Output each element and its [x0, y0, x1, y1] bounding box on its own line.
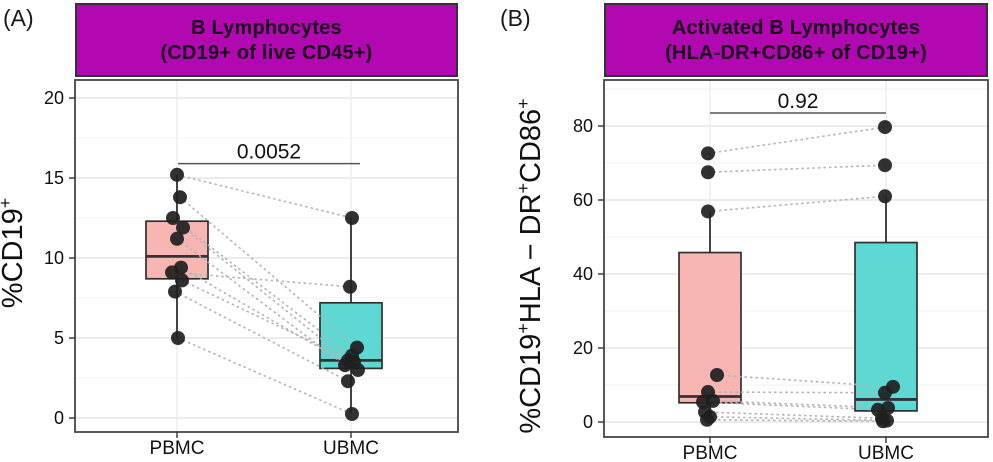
data-point-ubmc [343, 279, 357, 294]
y-axis-title: %CD19+HLA − DR+CD86+ [513, 98, 547, 433]
panel-a-title-line2: (CD19+ of live CD45+) [160, 42, 373, 64]
pair-line [706, 418, 884, 423]
data-point-ubmc [878, 120, 892, 135]
panel-a-title-line1: B Lymphocytes [191, 17, 342, 39]
data-point-ubmc [878, 158, 892, 173]
data-point-pbmc [701, 165, 715, 180]
panel-letter-a: (A) [3, 5, 34, 31]
data-point-pbmc [701, 146, 715, 161]
data-point-pbmc [173, 190, 187, 205]
data-point-pbmc [170, 167, 184, 182]
panel-b-title-line2: (HLA-DR+CD86+ of CD19+) [665, 42, 927, 64]
pair-line [704, 411, 883, 420]
pair-line [712, 400, 889, 409]
x-tick-label: UBMC [323, 438, 379, 459]
pair-line [182, 226, 349, 362]
box-ubmc [854, 241, 918, 412]
p-value-label: 0.0052 [237, 141, 301, 164]
panel-border [74, 79, 459, 433]
data-point-pbmc [710, 368, 724, 383]
data-point-pbmc [175, 273, 189, 288]
data-point-pbmc [170, 231, 184, 246]
x-tick-label: PBMC [150, 438, 205, 459]
y-tick-label: 80 [573, 116, 593, 136]
pair-line [702, 401, 879, 411]
pair-line [179, 196, 358, 349]
y-tick-label: 10 [44, 248, 64, 268]
x-tick-label: PBMC [683, 443, 738, 462]
pair-line [172, 217, 353, 357]
box-pbmc [678, 251, 742, 404]
pair-line [716, 374, 894, 388]
panel-letter-b: (B) [500, 5, 531, 31]
pair-line [176, 174, 353, 219]
panel-a-title-banner: B Lymphocytes (CD19+ of live CD45+) [75, 3, 458, 77]
pair-line [176, 238, 346, 366]
y-tick-label: 60 [573, 190, 593, 210]
data-point-ubmc [345, 407, 359, 421]
data-point-ubmc [878, 189, 892, 204]
data-point-pbmc [165, 265, 179, 280]
data-point-pbmc [700, 412, 714, 427]
y-axis-title: %CD19+ [0, 198, 29, 308]
p-value-label: 0.92 [778, 90, 819, 113]
pair-line [171, 271, 351, 288]
data-point-pbmc [166, 211, 180, 225]
data-point-pbmc [171, 331, 185, 345]
pair-line [181, 279, 355, 363]
data-point-pbmc [168, 284, 182, 299]
data-point-ubmc [347, 355, 361, 369]
y-tick-label: 0 [583, 412, 593, 432]
data-point-pbmc [701, 204, 715, 219]
data-point-ubmc [341, 374, 355, 389]
pair-line [180, 266, 359, 371]
y-tick-label: 0 [54, 408, 64, 428]
y-tick-label: 40 [573, 264, 593, 284]
data-point-ubmc [878, 385, 892, 400]
y-tick-label: 5 [54, 328, 64, 348]
pair-line [707, 126, 886, 155]
pair-line [709, 416, 888, 422]
data-point-pbmc [176, 220, 190, 235]
x-tick-label: UBMC [858, 443, 914, 462]
y-tick-label: 20 [44, 88, 64, 108]
panel-border [603, 79, 989, 438]
data-point-ubmc [876, 414, 890, 429]
panel-b-title-line1: Activated B Lymphocytes [671, 17, 921, 39]
pair-line [177, 337, 353, 415]
data-point-ubmc [345, 211, 359, 225]
pair-line [707, 195, 886, 213]
pair-line [707, 164, 886, 174]
y-tick-label: 15 [44, 168, 64, 188]
panel-b-title-banner: Activated B Lymphocytes (HLA-DR+CD86+ of… [604, 3, 988, 77]
pair-line [707, 391, 886, 394]
y-tick-label: 20 [573, 338, 593, 358]
